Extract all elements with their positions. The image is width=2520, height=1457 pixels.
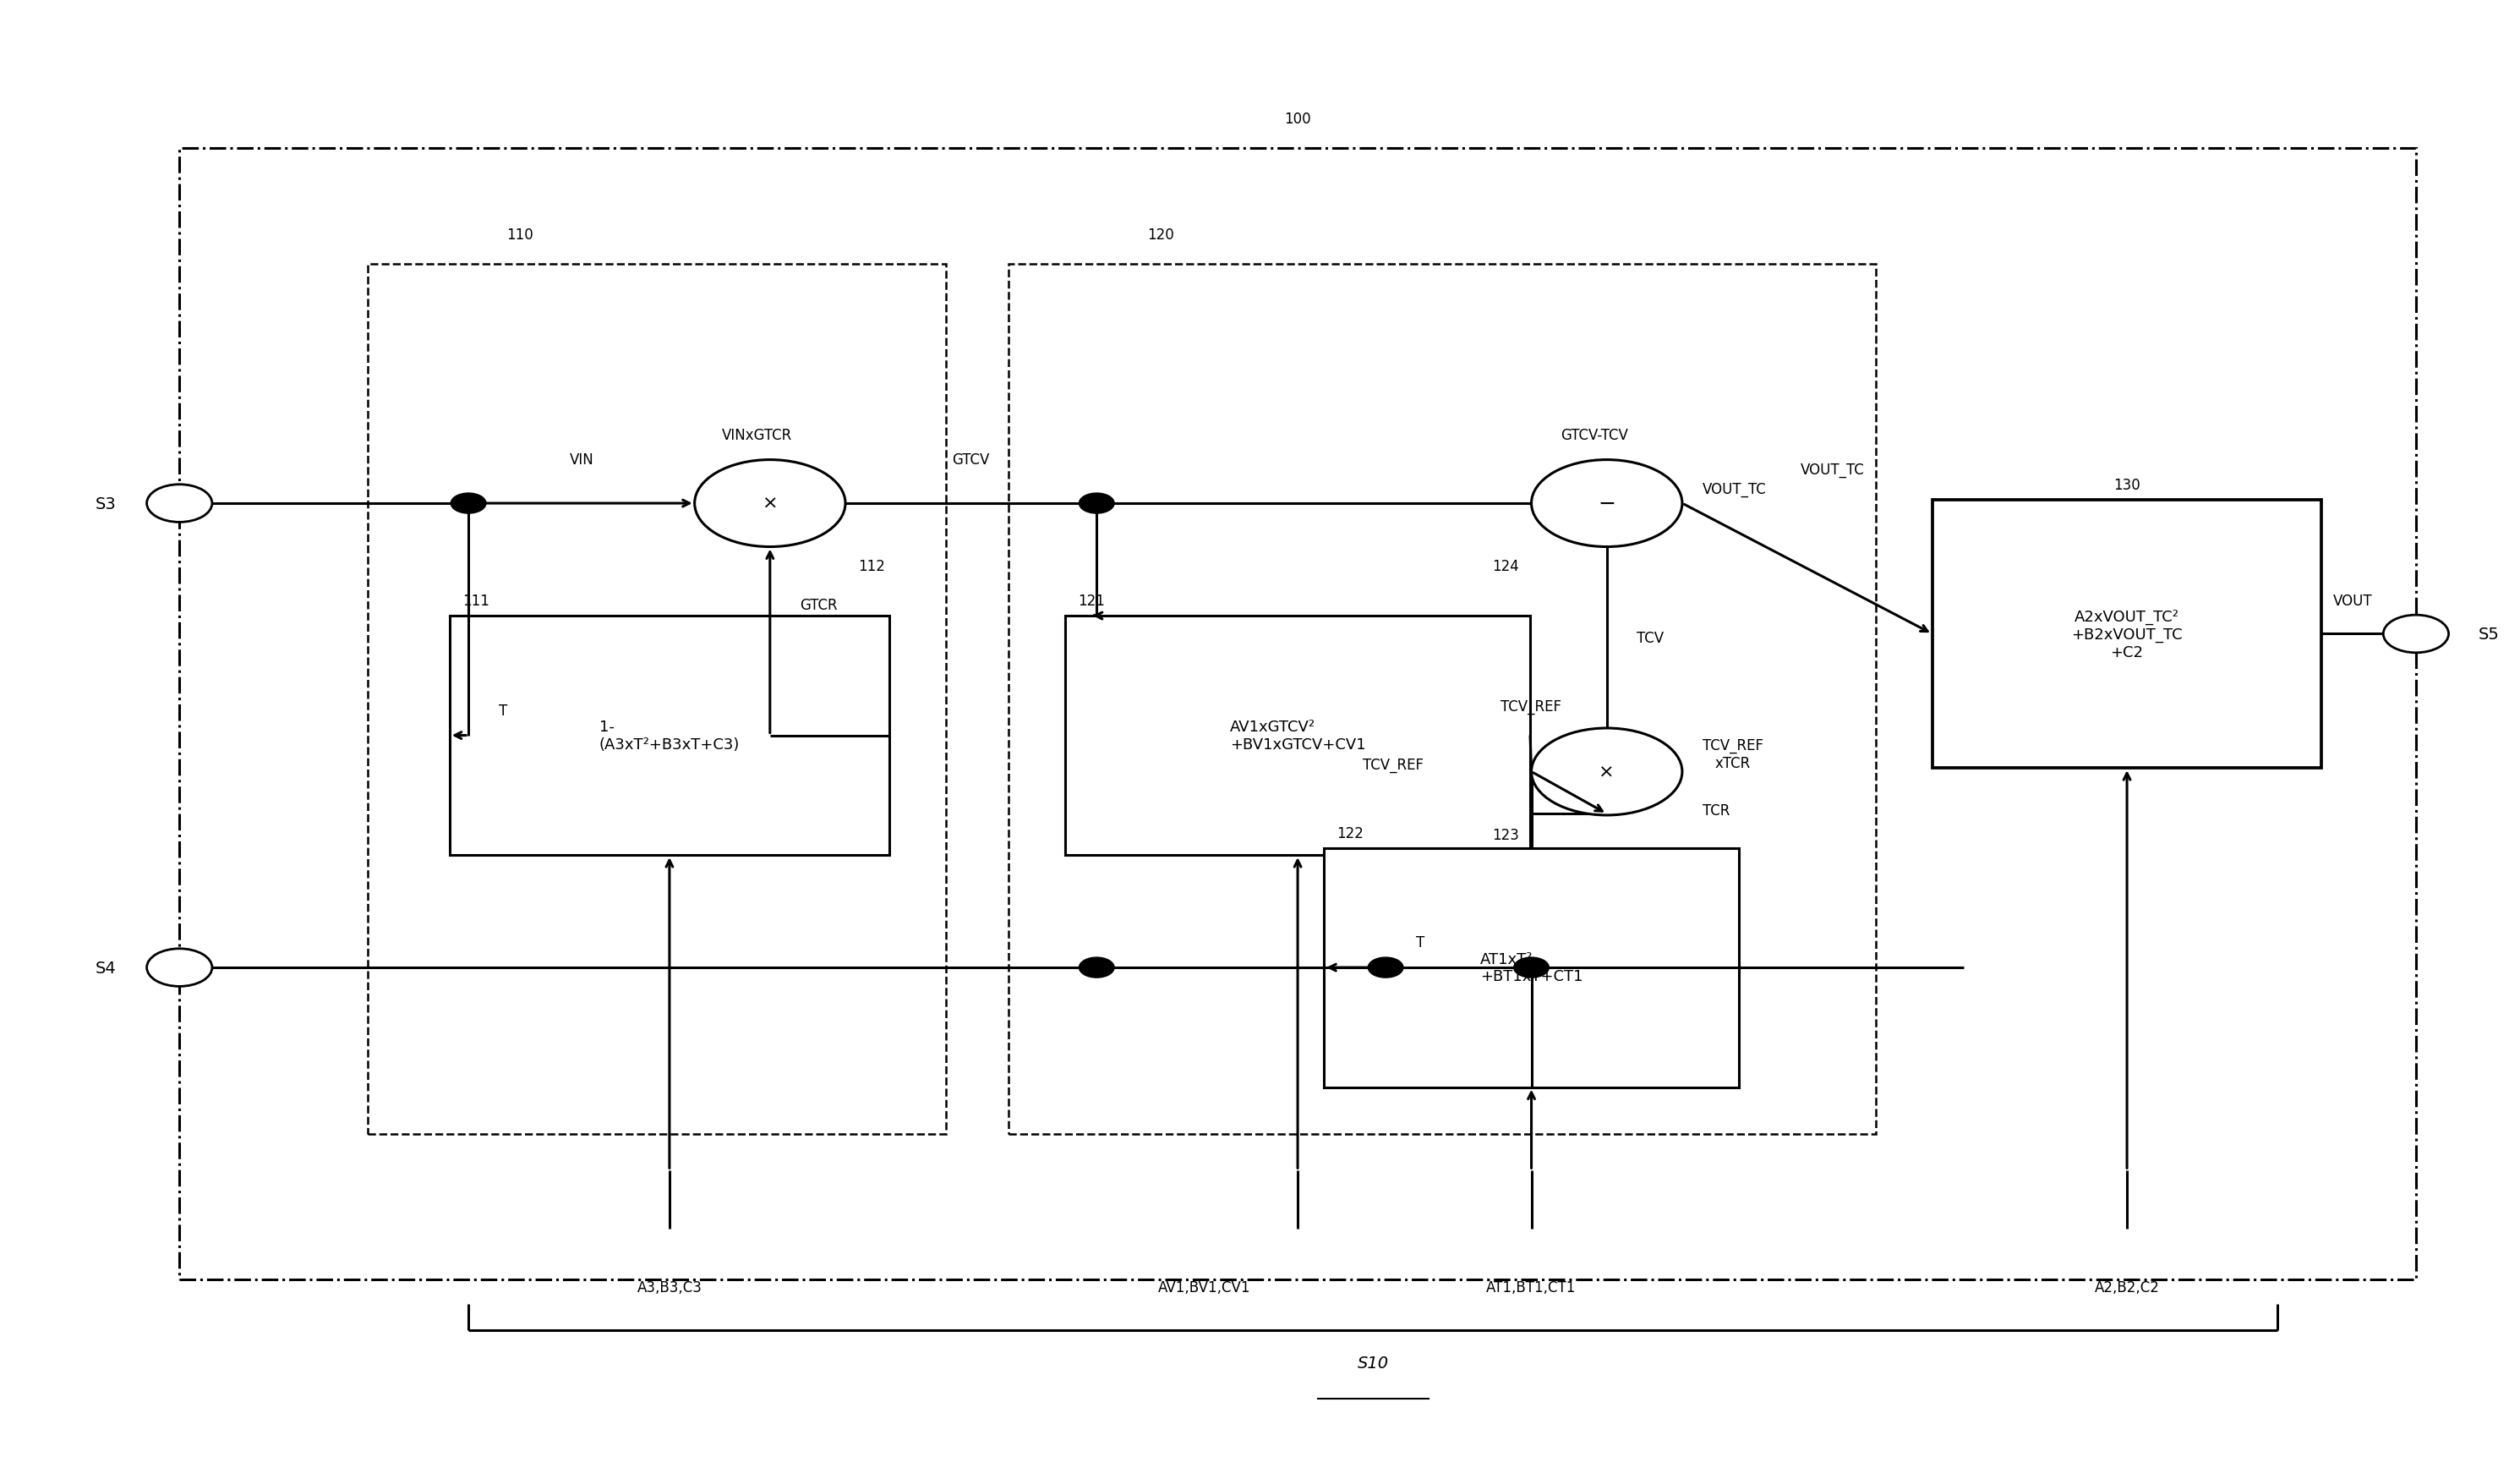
Text: 122: 122 (1336, 826, 1363, 841)
Text: VINxGTCR: VINxGTCR (723, 428, 794, 443)
Circle shape (696, 460, 844, 548)
Text: TCV_REF
xTCR: TCV_REF xTCR (1704, 739, 1764, 771)
Text: 121: 121 (1079, 593, 1104, 609)
Text: S3: S3 (96, 495, 116, 511)
Text: A2,B2,C2: A2,B2,C2 (2094, 1279, 2160, 1294)
Text: AT1xT²
+BT1xT+CT1: AT1xT² +BT1xT+CT1 (1479, 951, 1583, 983)
Bar (1008, 265, 1875, 1135)
Text: GTCV-TCV: GTCV-TCV (1560, 428, 1628, 443)
Text: AT1,BT1,CT1: AT1,BT1,CT1 (1487, 1279, 1578, 1294)
Text: S5: S5 (2480, 627, 2500, 643)
Text: S4: S4 (96, 960, 116, 976)
Text: A3,B3,C3: A3,B3,C3 (638, 1279, 703, 1294)
Text: ×: × (761, 495, 779, 513)
Text: VIN: VIN (570, 452, 595, 468)
Bar (1933, 500, 2321, 768)
Circle shape (1368, 957, 1404, 978)
Circle shape (146, 485, 212, 523)
Text: GTCV: GTCV (953, 452, 990, 468)
Text: TCV_REF: TCV_REF (1499, 699, 1562, 714)
Circle shape (1079, 494, 1114, 514)
Circle shape (1515, 957, 1550, 978)
Circle shape (2384, 615, 2449, 653)
Text: S10: S10 (1358, 1355, 1389, 1371)
Text: 111: 111 (461, 593, 489, 609)
Bar (179, 149, 2417, 1279)
Text: 100: 100 (1285, 112, 1310, 127)
Text: TCV_REF: TCV_REF (1363, 758, 1424, 772)
Text: 110: 110 (507, 227, 532, 243)
Text: TCR: TCR (1704, 803, 1729, 817)
Circle shape (146, 949, 212, 986)
Text: 120: 120 (1147, 227, 1174, 243)
Bar (1323, 848, 1739, 1087)
Text: T: T (1416, 935, 1424, 950)
Text: TCV: TCV (1638, 631, 1663, 645)
Text: VOUT: VOUT (2334, 593, 2371, 608)
Text: 123: 123 (1492, 828, 1520, 842)
Text: GTCR: GTCR (801, 597, 837, 613)
Text: 130: 130 (2114, 478, 2139, 492)
Text: 112: 112 (857, 559, 885, 574)
Bar (449, 616, 890, 855)
Text: AV1xGTCV²
+BV1xGTCV+CV1: AV1xGTCV² +BV1xGTCV+CV1 (1230, 720, 1366, 752)
Circle shape (1532, 460, 1683, 548)
Circle shape (451, 494, 486, 514)
Text: VOUT_TC: VOUT_TC (1704, 482, 1767, 497)
Text: 1-
(A3xT²+B3xT+C3): 1- (A3xT²+B3xT+C3) (600, 720, 741, 752)
Bar (368, 265, 945, 1135)
Text: VOUT_TC: VOUT_TC (1799, 462, 1865, 478)
Text: AV1,BV1,CV1: AV1,BV1,CV1 (1159, 1279, 1250, 1294)
Text: ×: × (1598, 763, 1615, 781)
Bar (1066, 616, 1530, 855)
Circle shape (1532, 728, 1683, 816)
Text: A2xVOUT_TC²
+B2xVOUT_TC
+C2: A2xVOUT_TC² +B2xVOUT_TC +C2 (2071, 609, 2182, 660)
Text: T: T (499, 704, 507, 718)
Circle shape (1079, 957, 1114, 978)
Text: 124: 124 (1492, 559, 1520, 574)
Text: −: − (1598, 494, 1615, 514)
